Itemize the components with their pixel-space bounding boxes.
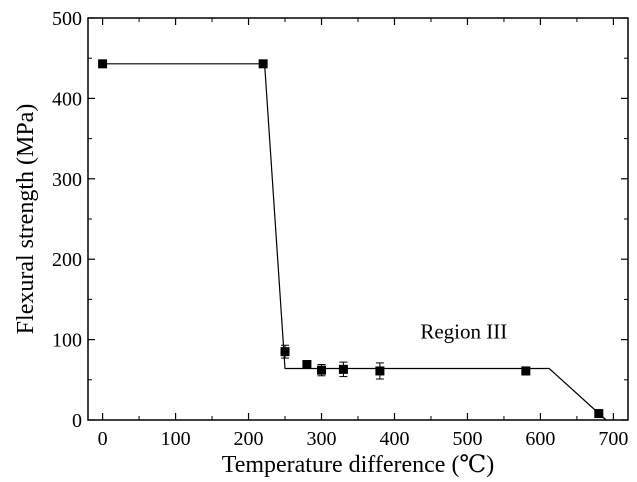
axis-ticks — [88, 17, 628, 421]
annotation-region-label: Region III — [420, 320, 507, 344]
y-axis-title: Flexural strength (MPa) — [13, 104, 39, 335]
x-axis-title: Temperature difference (℃) — [222, 452, 495, 478]
data-point — [594, 409, 604, 419]
data-point — [302, 360, 312, 370]
x-tick-label: 0 — [98, 428, 108, 450]
x-tick-label: 700 — [598, 428, 628, 450]
x-tick-label: 600 — [525, 428, 555, 450]
data-point — [258, 59, 268, 69]
tick-labels: 0 100 200 300 400 500 600 700 0 100 200 300 400 500 — [52, 8, 628, 450]
fit-line — [102, 63, 607, 421]
data-point — [521, 366, 531, 376]
x-tick-label: 500 — [452, 428, 482, 450]
data-point — [375, 366, 385, 376]
data-point — [338, 364, 348, 374]
y-tick-label: 200 — [52, 249, 82, 271]
y-tick-label: 300 — [52, 169, 82, 191]
plot-frame — [87, 17, 629, 421]
data-point — [280, 347, 290, 357]
data-markers — [98, 59, 604, 419]
x-tick-label: 400 — [379, 428, 409, 450]
x-tick-label: 200 — [234, 428, 264, 450]
data-point — [98, 59, 108, 69]
data-point — [317, 365, 327, 375]
y-tick-label: 500 — [52, 8, 82, 30]
annotations: Region III — [420, 320, 507, 344]
y-tick-label: 0 — [72, 410, 82, 432]
x-tick-label: 300 — [307, 428, 337, 450]
x-tick-label: 100 — [161, 428, 191, 450]
y-tick-label: 100 — [52, 330, 82, 352]
y-tick-label: 400 — [52, 88, 82, 110]
